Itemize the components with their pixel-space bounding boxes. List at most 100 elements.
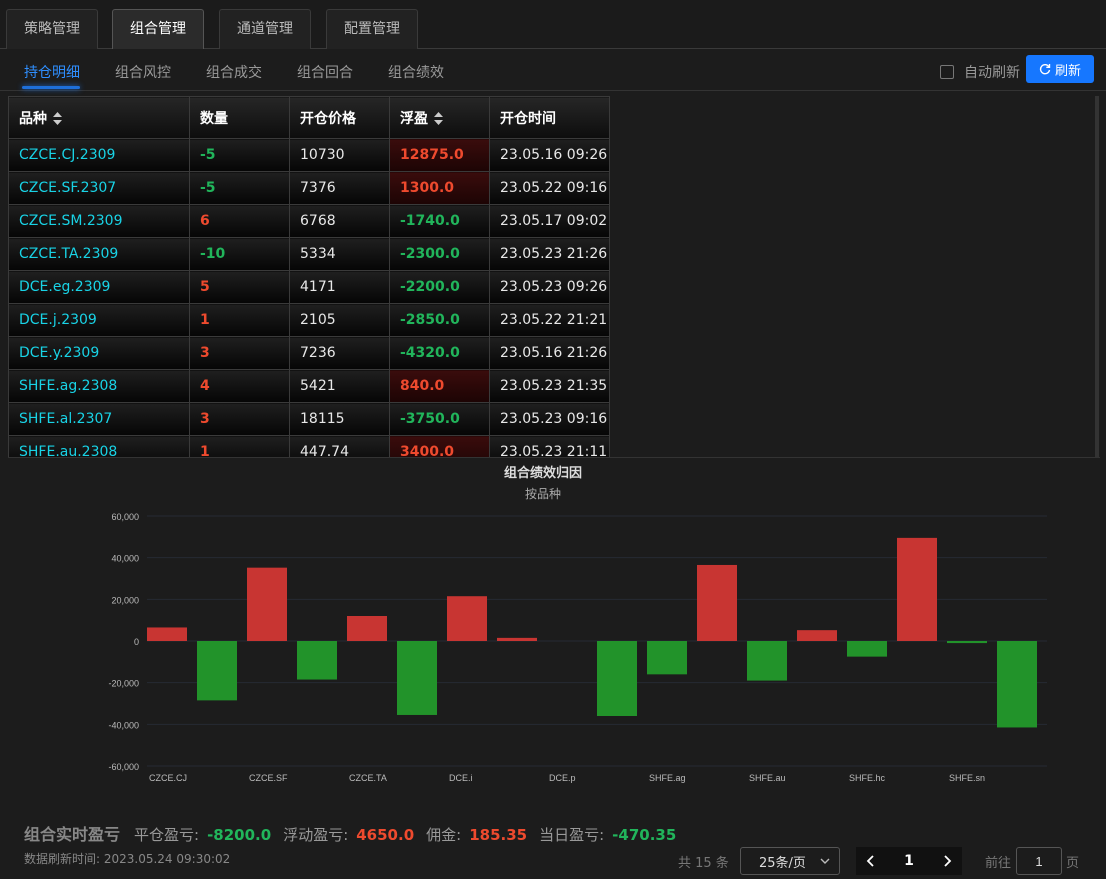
cell-open-time: 23.05.23 21:26	[489, 237, 610, 271]
goto-label: 前往	[985, 856, 1012, 871]
table-row[interactable]: SHFE.au.2308 1 447.74 3400.0 23.05.23 21:11	[8, 435, 610, 457]
chart-canvas: 60,000 40,000 20,000 0 -20,000 -40,000 -60,000…	[108, 512, 1047, 783]
bar	[647, 641, 687, 675]
subtab-position-detail[interactable]: 持仓明细	[24, 65, 80, 81]
chevron-down-icon	[820, 858, 830, 864]
table-row[interactable]: SHFE.ag.2308 4 5421 840.0 23.05.23 21:35	[8, 369, 610, 403]
cell-open-time: 23.05.17 09:02	[489, 204, 610, 238]
cell-floating-pnl: -3750.0	[389, 402, 490, 436]
cell-floating-pnl: 3400.0	[389, 435, 490, 457]
subtab-portfolio-risk[interactable]: 组合风控	[115, 65, 171, 81]
bar	[897, 537, 937, 641]
footer-bar: 数据刷新时间: 2023.05.24 09:30:02 共 15 条 25条/页…	[0, 843, 1106, 879]
table-row[interactable]: CZCE.CJ.2309 -5 10730 12875.0 23.05.16 09:26	[8, 138, 610, 172]
bar	[597, 641, 637, 716]
subtab-portfolio-performance[interactable]: 组合绩效	[388, 65, 444, 81]
bar	[747, 641, 787, 681]
header-quantity: 数量	[189, 96, 290, 139]
x-tick-label: CZCE.TA	[349, 773, 387, 783]
header-floating-pnl-label: 浮盈	[400, 110, 428, 127]
x-tick-label: SHFE.au	[749, 773, 786, 783]
cell-quantity: 1	[189, 435, 290, 457]
bar	[197, 641, 237, 701]
header-symbol-label: 品种	[19, 110, 47, 127]
table-row[interactable]: CZCE.SM.2309 6 6768 -1740.0 23.05.17 09:02	[8, 204, 610, 238]
table-row[interactable]: CZCE.SF.2307 -5 7376 1300.0 23.05.22 09:16	[8, 171, 610, 205]
tab-portfolio-management[interactable]: 组合管理	[112, 9, 204, 49]
floating-pnl-value: 4650.0	[356, 826, 415, 844]
cell-open-time: 23.05.23 09:16	[489, 402, 610, 436]
cell-open-price: 2105	[289, 303, 390, 337]
auto-refresh-checkbox[interactable]	[940, 65, 954, 79]
pagination: 1	[856, 847, 962, 875]
cell-open-price: 6768	[289, 204, 390, 238]
page-size-select[interactable]: 25条/页	[740, 847, 840, 875]
bar	[247, 567, 287, 641]
tab-strategy-management[interactable]: 策略管理	[6, 9, 98, 49]
cell-open-price: 7236	[289, 336, 390, 370]
bar	[147, 627, 187, 641]
cell-symbol: DCE.y.2309	[8, 336, 190, 370]
floating-pnl-label: 浮动盈亏:	[283, 826, 349, 844]
close-pnl-label: 平仓盈亏:	[134, 826, 200, 844]
x-tick-label: SHFE.sn	[949, 773, 985, 783]
table-row[interactable]: DCE.j.2309 1 2105 -2850.0 23.05.22 21:21	[8, 303, 610, 337]
bar	[697, 564, 737, 641]
auto-refresh-label: 自动刷新	[964, 65, 1020, 81]
refresh-icon	[1039, 64, 1051, 75]
subtab-portfolio-rounds[interactable]: 组合回合	[297, 65, 353, 81]
cell-symbol: CZCE.TA.2309	[8, 237, 190, 271]
table-row[interactable]: DCE.y.2309 3 7236 -4320.0 23.05.16 21:26	[8, 336, 610, 370]
sort-icon[interactable]	[434, 112, 443, 125]
performance-attribution-chart: 组合绩效归因 按品种 60,000 40,000 20,000 0 -20,000 -40…	[0, 459, 1106, 799]
cell-floating-pnl: -2300.0	[389, 237, 490, 271]
cell-open-price: 18115	[289, 402, 390, 436]
table-row[interactable]: CZCE.TA.2309 -10 5334 -2300.0 23.05.23 21:26	[8, 237, 610, 271]
cell-quantity: 3	[189, 336, 290, 370]
cell-symbol: DCE.eg.2309	[8, 270, 190, 304]
cell-open-time: 23.05.23 21:35	[489, 369, 610, 403]
current-page[interactable]: 1	[904, 853, 914, 869]
table-row[interactable]: SHFE.al.2307 3 18115 -3750.0 23.05.23 09:16	[8, 402, 610, 436]
bar	[447, 596, 487, 641]
table-scrollbar[interactable]	[1095, 96, 1099, 458]
auto-refresh-toggle[interactable]: 自动刷新	[940, 62, 1020, 82]
bar	[947, 641, 987, 644]
cell-floating-pnl: -2850.0	[389, 303, 490, 337]
cell-symbol: CZCE.SF.2307	[8, 171, 190, 205]
commission-label: 佣金:	[426, 826, 462, 844]
page-size-value: 25条/页	[759, 855, 806, 871]
table-row[interactable]: DCE.eg.2309 5 4171 -2200.0 23.05.23 09:26	[8, 270, 610, 304]
bar	[997, 641, 1037, 728]
tab-channel-management[interactable]: 通道管理	[219, 9, 311, 49]
cell-quantity: -5	[189, 138, 290, 172]
bar	[497, 637, 537, 641]
x-tick-label: CZCE.CJ	[149, 773, 187, 783]
cell-floating-pnl: -4320.0	[389, 336, 490, 370]
cell-symbol: CZCE.SM.2309	[8, 204, 190, 238]
cell-open-time: 23.05.22 09:16	[489, 171, 610, 205]
x-tick-label: SHFE.ag	[649, 773, 686, 783]
prev-page-icon[interactable]	[866, 854, 876, 868]
next-page-icon[interactable]	[942, 854, 952, 868]
y-tick-label: 0	[134, 637, 139, 647]
cell-quantity: 5	[189, 270, 290, 304]
positions-table: 品种 数量 开仓价格 浮盈 开仓时间 CZCE.CJ.2309 -5 10730 12…	[8, 96, 610, 457]
cell-quantity: -5	[189, 171, 290, 205]
sort-icon[interactable]	[53, 112, 62, 125]
header-symbol[interactable]: 品种	[8, 96, 190, 139]
subtab-portfolio-trades[interactable]: 组合成交	[206, 65, 262, 81]
positions-table-container: 品种 数量 开仓价格 浮盈 开仓时间 CZCE.CJ.2309 -5 10730 12…	[8, 96, 1100, 458]
bar	[347, 616, 387, 641]
cell-quantity: 1	[189, 303, 290, 337]
goto-page-input[interactable]	[1016, 847, 1062, 875]
cell-quantity: -10	[189, 237, 290, 271]
table-header-row: 品种 数量 开仓价格 浮盈 开仓时间	[8, 96, 610, 139]
tab-config-management[interactable]: 配置管理	[326, 9, 418, 49]
cell-open-time: 23.05.22 21:21	[489, 303, 610, 337]
cell-open-time: 23.05.23 09:26	[489, 270, 610, 304]
total-count: 共 15 条	[678, 856, 729, 871]
header-floating-pnl[interactable]: 浮盈	[389, 96, 490, 139]
bar	[297, 641, 337, 680]
refresh-button[interactable]: 刷新	[1026, 55, 1094, 83]
